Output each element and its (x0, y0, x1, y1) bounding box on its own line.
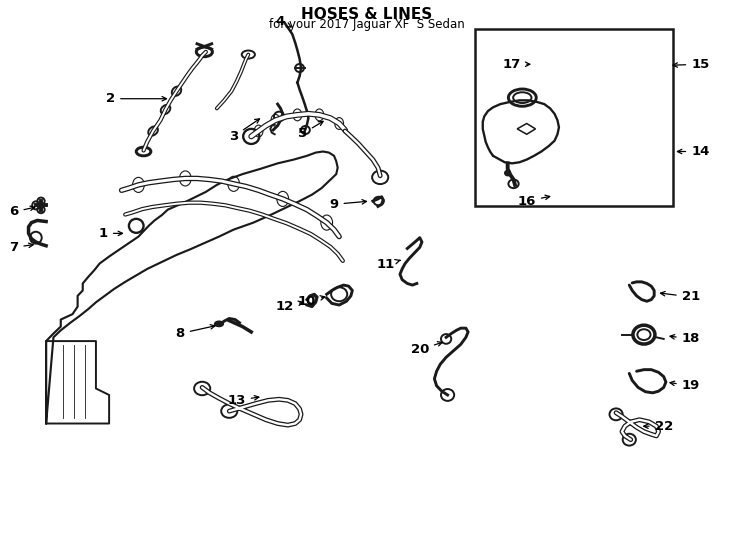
Text: 13: 13 (228, 394, 259, 407)
Text: for your 2017 Jaguar XF  S Sedan: for your 2017 Jaguar XF S Sedan (269, 18, 465, 31)
Text: 8: 8 (175, 325, 215, 340)
Text: 3: 3 (229, 119, 260, 143)
Text: 4: 4 (276, 15, 291, 28)
Ellipse shape (505, 170, 511, 176)
Text: 22: 22 (644, 420, 673, 433)
Text: 9: 9 (330, 198, 366, 211)
Text: 15: 15 (673, 58, 710, 71)
Text: 1: 1 (98, 227, 123, 240)
Ellipse shape (214, 321, 223, 327)
Text: 7: 7 (10, 241, 33, 254)
Text: 17: 17 (503, 58, 530, 71)
Text: HOSES & LINES: HOSES & LINES (302, 7, 432, 22)
Text: 2: 2 (106, 92, 167, 105)
Text: 21: 21 (661, 291, 700, 303)
Text: 18: 18 (670, 333, 700, 346)
Text: 6: 6 (10, 205, 34, 218)
Text: 10: 10 (298, 295, 325, 308)
Text: 14: 14 (677, 145, 710, 158)
Text: 12: 12 (276, 300, 303, 313)
Ellipse shape (618, 68, 625, 73)
Text: 16: 16 (517, 194, 550, 207)
Text: 5: 5 (298, 122, 323, 140)
Text: 20: 20 (410, 342, 442, 356)
Bar (476, 29, 673, 206)
Text: 11: 11 (377, 258, 400, 271)
Text: 19: 19 (670, 379, 700, 392)
